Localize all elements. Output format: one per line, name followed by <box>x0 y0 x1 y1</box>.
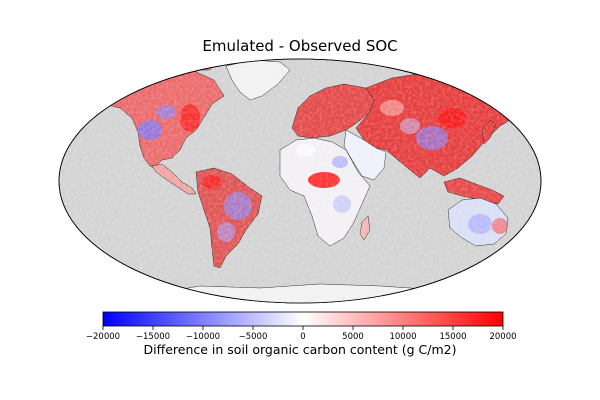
map-title: Emulated - Observed SOC <box>202 37 398 55</box>
colorbar-ramp <box>102 311 504 327</box>
colorbar-tick-label: 5000 <box>342 332 364 342</box>
colorbar: −20000 −15000 −10000 −5000 0 5000 10000 15000 20… <box>86 311 517 342</box>
colorbar-ticks: −20000 −15000 −10000 −5000 0 5000 10000 15000 20… <box>86 326 517 342</box>
colorbar-tick-label: 15000 <box>439 332 466 342</box>
colorbar-tick-label: −10000 <box>186 332 220 342</box>
colorbar-tick-label: 20000 <box>489 332 516 342</box>
colorbar-tick-label: −15000 <box>136 332 170 342</box>
colorbar-label: Difference in soil organic carbon conten… <box>143 342 457 357</box>
speckle-texture <box>59 59 541 303</box>
colorbar-tick-label: −5000 <box>239 332 268 342</box>
colorbar-tick-label: 10000 <box>389 332 416 342</box>
colorbar-tick-label: −20000 <box>86 332 120 342</box>
map-border <box>58 58 542 304</box>
colorbar-tick-label: 0 <box>300 332 305 342</box>
